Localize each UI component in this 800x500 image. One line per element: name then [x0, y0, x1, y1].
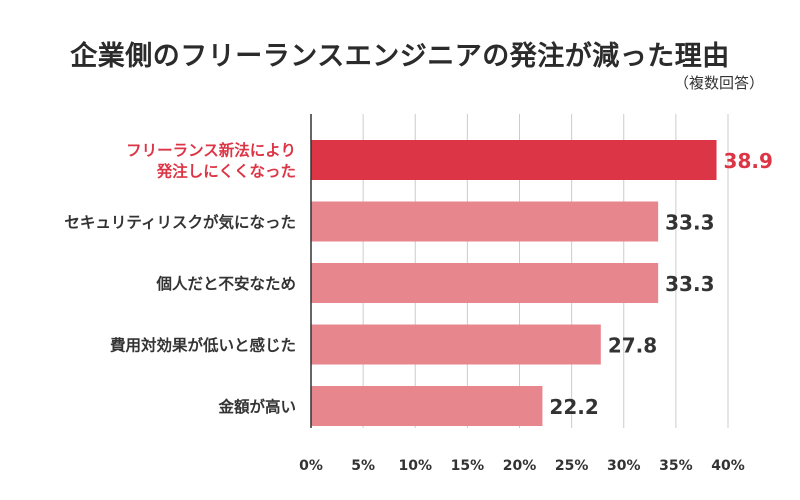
value-label: 27.8 — [608, 334, 657, 358]
x-tick-label: 0% — [299, 458, 323, 474]
category-label: 金額が高い — [217, 397, 296, 416]
value-label: 33.3 — [665, 211, 714, 235]
chart-subtitle: （複数回答） — [673, 74, 764, 92]
chart-title: 企業側のフリーランスエンジニアの発注が減った理由 — [70, 41, 730, 72]
category-label-line: フリーランス新法により — [126, 141, 296, 160]
x-tick-label: 25% — [555, 458, 589, 474]
category-labels: フリーランス新法により発注しにくくなったセキュリティリスクが気になった個人だと不… — [64, 141, 296, 417]
value-label: 22.2 — [549, 395, 598, 419]
category-label: 費用対効果が低いと感じた — [110, 336, 296, 355]
x-tick-label: 10% — [398, 458, 432, 474]
category-label-line: 費用対効果が低いと感じた — [110, 336, 296, 355]
category-label-line: 個人だと不安なため — [155, 274, 296, 293]
category-label: 個人だと不安なため — [155, 274, 296, 293]
category-label-line: 発注しにくくなった — [156, 162, 296, 181]
x-tick-label: 35% — [659, 458, 693, 474]
bar — [311, 140, 717, 180]
category-label: セキュリティリスクが気になった — [64, 213, 296, 232]
x-tick-label: 40% — [711, 458, 745, 474]
value-label: 33.3 — [665, 272, 714, 296]
bars — [311, 140, 717, 426]
x-tick-label: 5% — [351, 458, 375, 474]
x-tick-label: 20% — [503, 458, 537, 474]
bar — [311, 386, 543, 426]
value-label: 38.9 — [724, 149, 773, 173]
category-label-line: 金額が高い — [217, 397, 296, 416]
bar — [311, 201, 659, 242]
x-tick-label: 30% — [607, 458, 641, 474]
category-label-line: セキュリティリスクが気になった — [64, 213, 296, 232]
value-labels: 38.9 33.3 33.3 27.8 22.2 — [549, 149, 772, 419]
category-label: フリーランス新法により発注しにくくなった — [126, 141, 296, 181]
x-tick-label: 15% — [451, 458, 485, 474]
x-tick-labels: 0% 5% 10% 15% 20% 25% 30% 35% 40% — [299, 458, 745, 474]
bar — [311, 263, 659, 303]
bar — [311, 324, 601, 365]
